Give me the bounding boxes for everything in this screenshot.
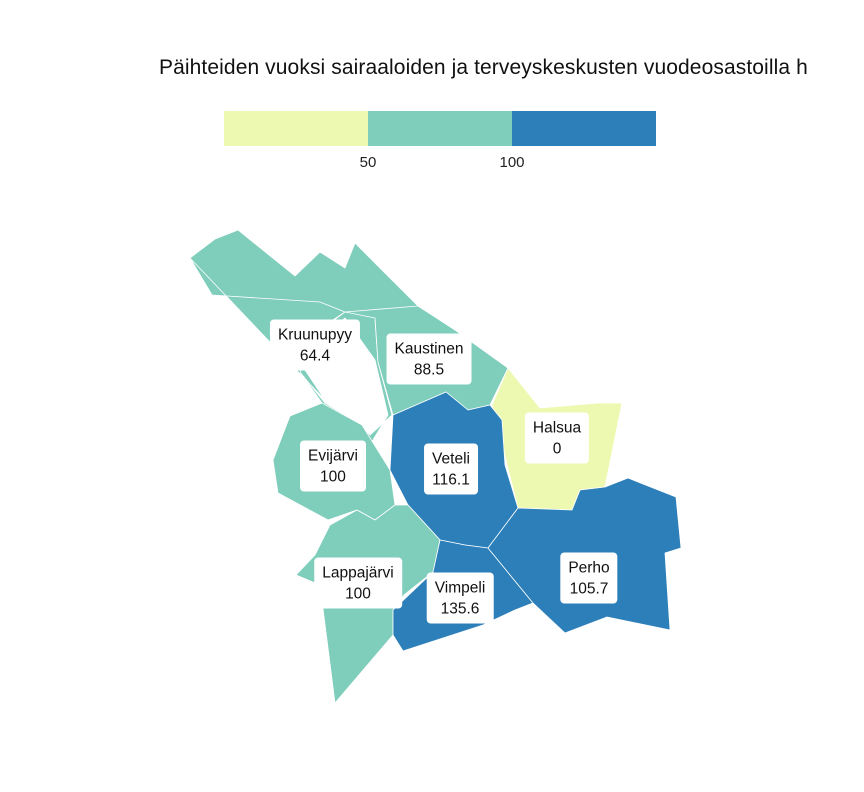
label-vimpeli: Vimpeli 135.6 bbox=[426, 572, 494, 624]
color-legend bbox=[224, 111, 656, 146]
label-evijarvi: Evijärvi 100 bbox=[300, 440, 366, 492]
label-lappajarvi: Lappajärvi 100 bbox=[314, 557, 402, 609]
label-perho: Perho 105.7 bbox=[560, 552, 618, 604]
legend-tick-100: 100 bbox=[499, 154, 525, 171]
label-veteli: Veteli 116.1 bbox=[424, 443, 478, 495]
label-kaustinen: Kaustinen 88.5 bbox=[386, 333, 472, 385]
legend-bin-low bbox=[224, 111, 368, 146]
label-kruunupyy: Kruunupyy 64.4 bbox=[269, 319, 361, 371]
legend-bin-high bbox=[512, 111, 656, 146]
legend-bin-mid bbox=[368, 111, 512, 146]
map-title: Päihteiden vuoksi sairaaloiden ja tervey… bbox=[159, 56, 808, 79]
legend-tick-50: 50 bbox=[359, 154, 377, 171]
label-halsua: Halsua 0 bbox=[524, 412, 590, 464]
